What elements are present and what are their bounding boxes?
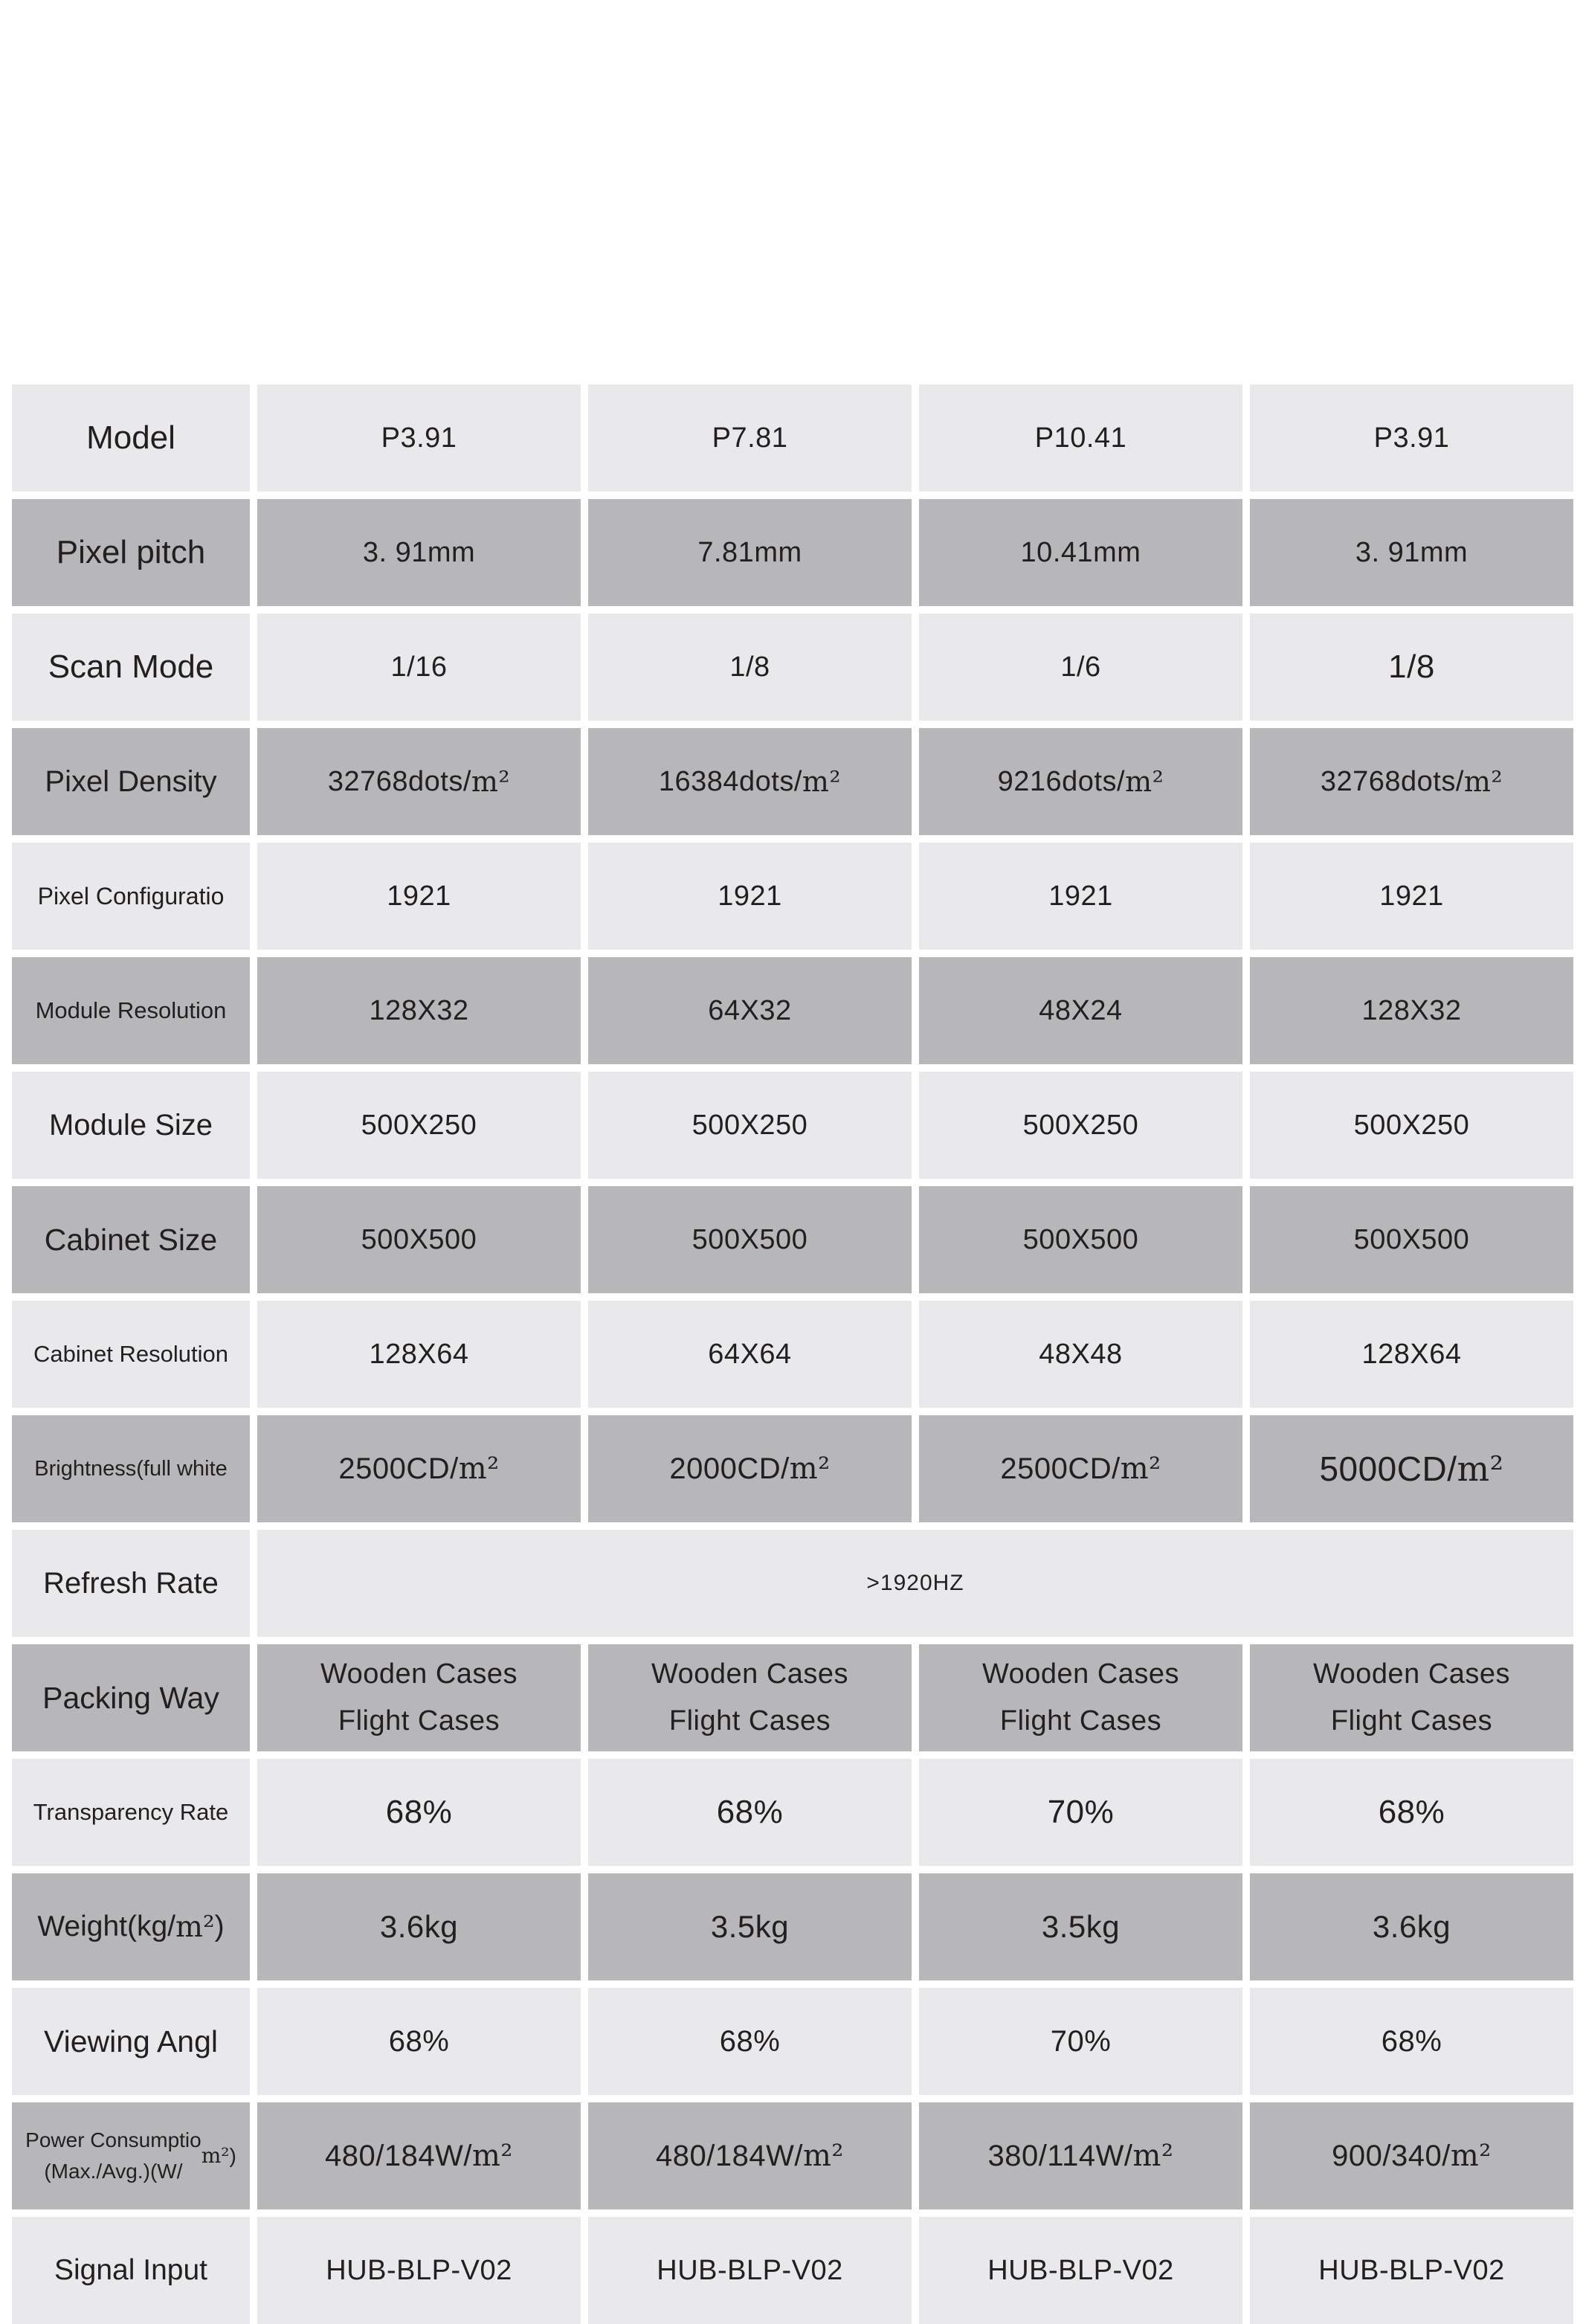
row-label-refresh-rate: Refresh Rate bbox=[12, 1530, 250, 1637]
spec-value: 68% bbox=[257, 1988, 581, 2095]
spec-value: 64X64 bbox=[588, 1301, 912, 1408]
spec-value: 500X500 bbox=[1250, 1186, 1573, 1293]
spec-value: Wooden Cases Flight Cases bbox=[919, 1644, 1242, 1751]
spec-value: 500X250 bbox=[1250, 1072, 1573, 1179]
spec-value: 16384dots/m² bbox=[588, 728, 912, 835]
spec-value: 1/6 bbox=[919, 614, 1242, 721]
spec-value-merged: >1920HZ bbox=[257, 1530, 1573, 1637]
spec-value: 64X32 bbox=[588, 957, 912, 1064]
spec-value: 1921 bbox=[588, 843, 912, 950]
spec-value: 500X500 bbox=[588, 1186, 912, 1293]
row-label-brightness: Brightness(full white bbox=[12, 1415, 250, 1522]
spec-value: 68% bbox=[588, 1759, 912, 1866]
row-label-scan-mode: Scan Mode bbox=[12, 614, 250, 721]
row-label-viewing-angle: Viewing Angl bbox=[12, 1988, 250, 2095]
row-label-model: Model bbox=[12, 384, 250, 492]
spec-value: 1/16 bbox=[257, 614, 581, 721]
row-label-module-resolution: Module Resolution bbox=[12, 957, 250, 1064]
spec-value: 380/114W/m² bbox=[919, 2102, 1242, 2209]
row-label-packing-way: Packing Way bbox=[12, 1644, 250, 1751]
spec-value: 68% bbox=[588, 1988, 912, 2095]
spec-value: 480/184W/m² bbox=[257, 2102, 581, 2209]
spec-value: 68% bbox=[1250, 1988, 1573, 2095]
spec-value: P3.91 bbox=[257, 384, 581, 492]
row-label-cabinet-size: Cabinet Size bbox=[12, 1186, 250, 1293]
spec-value: P3.91 bbox=[1250, 384, 1573, 492]
spec-value: 3. 91mm bbox=[1250, 499, 1573, 606]
spec-value: 48X24 bbox=[919, 957, 1242, 1064]
spec-value: 1921 bbox=[1250, 843, 1573, 950]
spec-value: 128X32 bbox=[257, 957, 581, 1064]
row-label-signal-input: Signal Input bbox=[12, 2217, 250, 2324]
row-label-cabinet-resolution: Cabinet Resolution bbox=[12, 1301, 250, 1408]
spec-value: HUB-BLP-V02 bbox=[1250, 2217, 1573, 2324]
spec-value: 10.41mm bbox=[919, 499, 1242, 606]
row-label-module-size: Module Size bbox=[12, 1072, 250, 1179]
spec-value: 500X250 bbox=[919, 1072, 1242, 1179]
spec-value: 5000CD/m² bbox=[1250, 1415, 1573, 1522]
spec-table: Model P3.91 P7.81 P10.41 P3.91 Pixel pit… bbox=[12, 384, 1573, 2324]
spec-value: 70% bbox=[919, 1988, 1242, 2095]
spec-value: 3.6kg bbox=[257, 1873, 581, 1980]
spec-value: 500X500 bbox=[257, 1186, 581, 1293]
row-label-transparency-rate: Transparency Rate bbox=[12, 1759, 250, 1866]
spec-value: 1921 bbox=[257, 843, 581, 950]
spec-value: 32768dots/m² bbox=[257, 728, 581, 835]
spec-value: Wooden Cases Flight Cases bbox=[257, 1644, 581, 1751]
spec-value: 48X48 bbox=[919, 1301, 1242, 1408]
spec-value: 2500CD/m² bbox=[257, 1415, 581, 1522]
spec-value: 9216dots/m² bbox=[919, 728, 1242, 835]
spec-value: Wooden Cases Flight Cases bbox=[588, 1644, 912, 1751]
spec-value: P10.41 bbox=[919, 384, 1242, 492]
row-label-pixel-density: Pixel Density bbox=[12, 728, 250, 835]
spec-value: 128X64 bbox=[1250, 1301, 1573, 1408]
spec-value: P7.81 bbox=[588, 384, 912, 492]
spec-value: 1921 bbox=[919, 843, 1242, 950]
row-label-power-consumption: Power Consumptio (Max./Avg.)(W/m²) bbox=[12, 2102, 250, 2209]
spec-value: 500X250 bbox=[257, 1072, 581, 1179]
spec-value: 3.6kg bbox=[1250, 1873, 1573, 1980]
spec-value: 68% bbox=[1250, 1759, 1573, 1866]
row-label-pixel-configuration: Pixel Configuratio bbox=[12, 843, 250, 950]
spec-value: 480/184W/m² bbox=[588, 2102, 912, 2209]
spec-value: Wooden Cases Flight Cases bbox=[1250, 1644, 1573, 1751]
spec-value: 3.5kg bbox=[588, 1873, 912, 1980]
spec-value: 68% bbox=[257, 1759, 581, 1866]
row-label-weight: Weight(kg/m²) bbox=[12, 1873, 250, 1980]
spec-value: 2500CD/m² bbox=[919, 1415, 1242, 1522]
spec-value: 500X500 bbox=[919, 1186, 1242, 1293]
spec-value: 1/8 bbox=[1250, 614, 1573, 721]
spec-value: 2000CD/m² bbox=[588, 1415, 912, 1522]
spec-value: 128X32 bbox=[1250, 957, 1573, 1064]
spec-value: 900/340/m² bbox=[1250, 2102, 1573, 2209]
spec-value: HUB-BLP-V02 bbox=[919, 2217, 1242, 2324]
spec-value: 500X250 bbox=[588, 1072, 912, 1179]
spec-value: 3.5kg bbox=[919, 1873, 1242, 1980]
spec-value: 70% bbox=[919, 1759, 1242, 1866]
spec-value: 32768dots/m² bbox=[1250, 728, 1573, 835]
spec-value: HUB-BLP-V02 bbox=[588, 2217, 912, 2324]
spec-value: 7.81mm bbox=[588, 499, 912, 606]
spec-value: 3. 91mm bbox=[257, 499, 581, 606]
spec-value: 128X64 bbox=[257, 1301, 581, 1408]
row-label-pixel-pitch: Pixel pitch bbox=[12, 499, 250, 606]
spec-value: 1/8 bbox=[588, 614, 912, 721]
spec-value: HUB-BLP-V02 bbox=[257, 2217, 581, 2324]
